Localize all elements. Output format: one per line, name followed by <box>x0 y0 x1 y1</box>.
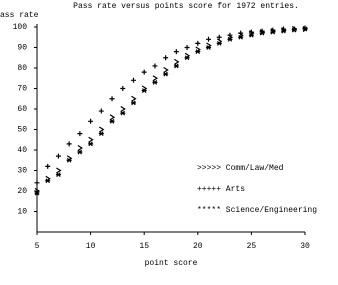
point <box>206 45 212 50</box>
point <box>302 26 308 32</box>
point <box>120 110 126 116</box>
point <box>130 100 136 106</box>
point <box>291 27 297 33</box>
point <box>34 190 40 196</box>
point <box>88 118 94 124</box>
point <box>109 118 115 124</box>
point <box>152 79 158 85</box>
legend-entry: ***** Science/Engineering <box>197 206 317 215</box>
point <box>141 69 147 75</box>
point <box>88 141 94 147</box>
y-tick-label: 40 <box>17 146 27 155</box>
point <box>216 34 222 40</box>
point <box>227 36 233 42</box>
point <box>173 49 179 55</box>
x-tick-label: 10 <box>86 242 96 251</box>
point <box>184 45 190 50</box>
y-tick-label: 30 <box>17 167 27 176</box>
x-tick-label: 5 <box>35 242 40 251</box>
x-axis-label: point score <box>145 259 198 268</box>
legend-entry: +++++ Arts <box>197 185 245 194</box>
point <box>227 32 233 38</box>
point <box>248 29 254 35</box>
y-tick-label: 80 <box>17 64 27 73</box>
point <box>163 55 169 61</box>
point <box>163 67 169 74</box>
point <box>45 178 51 184</box>
y-tick-label: 60 <box>17 105 27 114</box>
point <box>195 40 201 46</box>
point <box>98 131 104 137</box>
point <box>88 136 94 143</box>
point <box>120 105 126 113</box>
point <box>238 34 244 40</box>
y-tick-label: 100 <box>13 23 28 32</box>
point <box>141 88 147 93</box>
point <box>55 153 61 159</box>
point <box>259 30 265 36</box>
point <box>98 108 104 114</box>
point <box>238 30 244 36</box>
point <box>120 86 126 91</box>
point <box>55 172 61 178</box>
point <box>281 28 287 34</box>
point <box>66 141 72 147</box>
point <box>184 55 190 61</box>
chart-title: Pass rate versus points score for 1972 e… <box>73 2 299 11</box>
point <box>77 144 84 151</box>
point <box>152 75 159 82</box>
y-tick-label: 50 <box>17 126 27 135</box>
x-tick-label: 25 <box>247 242 257 251</box>
x-tick-label: 20 <box>193 242 203 251</box>
point <box>131 95 137 102</box>
point <box>66 157 72 163</box>
point <box>173 63 179 69</box>
point <box>99 126 105 133</box>
point <box>174 58 180 65</box>
point <box>109 114 116 121</box>
point <box>77 149 83 155</box>
point <box>216 40 222 46</box>
point <box>34 180 40 186</box>
point <box>270 29 276 35</box>
y-axis-label: ass rate <box>0 11 39 20</box>
x-tick-label: 30 <box>300 242 310 251</box>
legend-entry: >>>>> Comm/Law/Med <box>197 164 284 173</box>
point <box>152 63 158 69</box>
point <box>248 32 254 38</box>
point <box>109 96 115 102</box>
point <box>195 49 201 55</box>
point <box>77 131 83 137</box>
point <box>130 77 136 83</box>
point <box>163 71 169 77</box>
point <box>206 36 212 42</box>
point <box>56 167 62 174</box>
y-tick-label: 70 <box>17 85 27 94</box>
y-tick-label: 90 <box>17 44 27 53</box>
x-tick-label: 15 <box>139 242 149 251</box>
point <box>45 163 51 169</box>
y-tick-label: 10 <box>17 208 27 217</box>
y-tick-label: 20 <box>17 187 27 196</box>
